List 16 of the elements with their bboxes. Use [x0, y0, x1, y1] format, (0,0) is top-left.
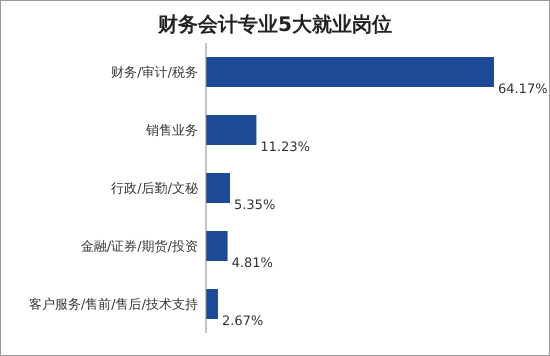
data-label: 64.17%	[498, 82, 548, 97]
data-label: 4.81%	[232, 256, 273, 271]
bar	[206, 57, 494, 87]
data-label: 2.67%	[222, 314, 264, 329]
bar	[206, 231, 228, 261]
bar	[206, 173, 230, 203]
data-label: 5.35%	[234, 198, 276, 213]
y-tick-label: 金融/证券/期货/投资	[80, 240, 198, 255]
chart-title: 财务会计专业5大就业岗位	[156, 11, 393, 38]
y-tick-label: 销售业务	[145, 124, 198, 139]
y-tick-label: 财务/审计/税务	[111, 64, 198, 81]
data-label: 11.23%	[260, 140, 310, 155]
bar	[206, 289, 218, 319]
bar	[206, 115, 256, 145]
y-tick-label: 行政/后勤/文秘	[111, 182, 198, 197]
y-tick-label: 客户服务/售前/售后/技术支持	[28, 296, 198, 313]
